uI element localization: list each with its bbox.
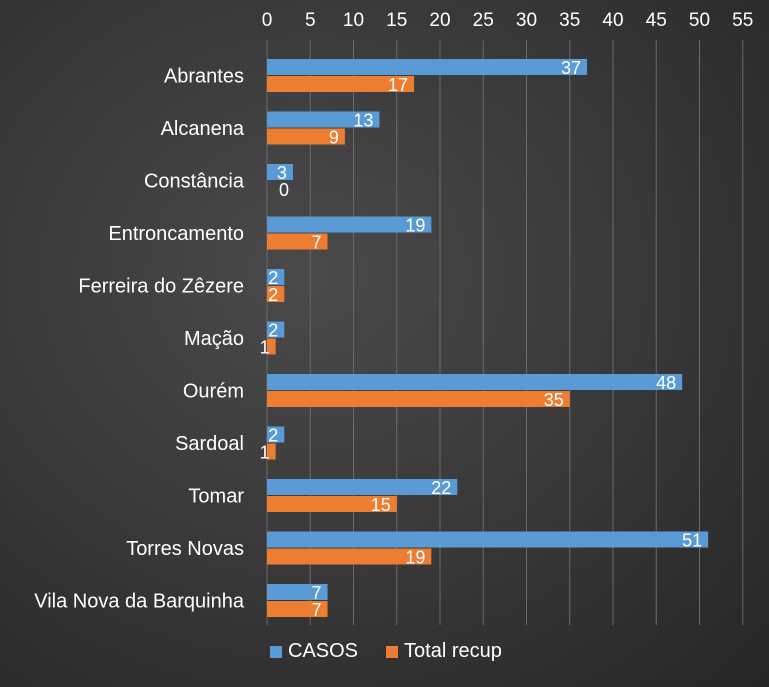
data-label: 51 [682, 531, 702, 551]
data-label: 22 [431, 478, 451, 498]
data-label: 2 [268, 268, 278, 288]
category-label: Ourém [183, 381, 244, 403]
bar-casos [267, 531, 709, 548]
legend-item-total-recup: Total recup [386, 640, 502, 663]
bar-total-recup [267, 76, 415, 92]
bar-casos [267, 164, 293, 180]
data-label: 2 [268, 321, 278, 341]
bar-casos [267, 269, 285, 285]
x-tick-label: 40 [602, 10, 623, 31]
x-tick-label: 55 [732, 10, 753, 31]
category-label: Tomar [188, 486, 244, 508]
bar-casos [267, 584, 328, 600]
x-tick-label: 10 [343, 10, 364, 31]
bar-total-recup [267, 548, 432, 565]
data-label: 1 [260, 443, 270, 463]
x-tick-label: 45 [646, 10, 667, 31]
data-label: 37 [561, 58, 581, 78]
legend: CASOS Total recup [270, 640, 502, 663]
legend-swatch-casos [270, 645, 282, 658]
data-label: 9 [329, 128, 339, 148]
category-label: Torres Novas [126, 538, 244, 560]
data-label: 17 [388, 75, 408, 95]
bar-total-recup [267, 443, 276, 460]
bar-casos [267, 321, 285, 338]
x-tick-label: 15 [386, 10, 407, 31]
data-label: 19 [405, 548, 425, 568]
data-label: 0 [279, 180, 289, 200]
bar-casos [267, 111, 380, 128]
bar-casos [267, 479, 458, 495]
x-tick-label: 5 [305, 10, 316, 31]
x-tick-label: 30 [516, 10, 537, 31]
legend-label-total-recup: Total recup [404, 640, 502, 662]
category-label: Abrantes [164, 66, 244, 88]
data-label: 3 [277, 163, 287, 183]
bar-casos [267, 216, 432, 233]
x-tick-label: 20 [429, 10, 450, 31]
bar-casos [267, 59, 588, 75]
x-tick-label: 50 [689, 10, 710, 31]
x-tick-label: 0 [262, 10, 273, 31]
legend-item-casos: CASOS [270, 640, 358, 663]
data-label: 15 [371, 495, 391, 515]
x-tick-label: 25 [473, 10, 494, 31]
bar-casos [267, 426, 285, 443]
data-label: 7 [312, 583, 322, 603]
legend-label-casos: CASOS [288, 640, 359, 662]
legend-swatch-total-recup [386, 645, 399, 658]
category-label: Sardoal [175, 433, 244, 455]
data-label: 2 [268, 285, 278, 305]
data-label: 13 [353, 111, 373, 131]
bar-total-recup [267, 128, 345, 145]
category-label: Constância [144, 171, 245, 193]
data-label: 19 [405, 216, 425, 236]
data-label: 7 [312, 233, 322, 253]
x-tick-label: 35 [559, 10, 580, 31]
category-label: Vila Nova da Barquinha [34, 591, 245, 613]
bar-total-recup [267, 496, 397, 512]
data-label: 48 [656, 373, 676, 393]
data-label: 7 [312, 600, 322, 620]
bar-total-recup [267, 601, 328, 617]
bar-total-recup [267, 233, 328, 250]
data-label: 2 [268, 426, 278, 446]
category-label: Entroncamento [108, 223, 244, 245]
category-label: Mação [184, 328, 244, 350]
category-label: Alcanena [161, 118, 245, 140]
category-label: Ferreira do Zêzere [78, 276, 244, 298]
bar-total-recup [267, 338, 276, 355]
bar-total-recup [267, 286, 285, 302]
data-label: 1 [260, 338, 270, 358]
bar-total-recup [267, 391, 570, 407]
data-label: 35 [544, 390, 564, 410]
bar-casos [267, 374, 683, 390]
